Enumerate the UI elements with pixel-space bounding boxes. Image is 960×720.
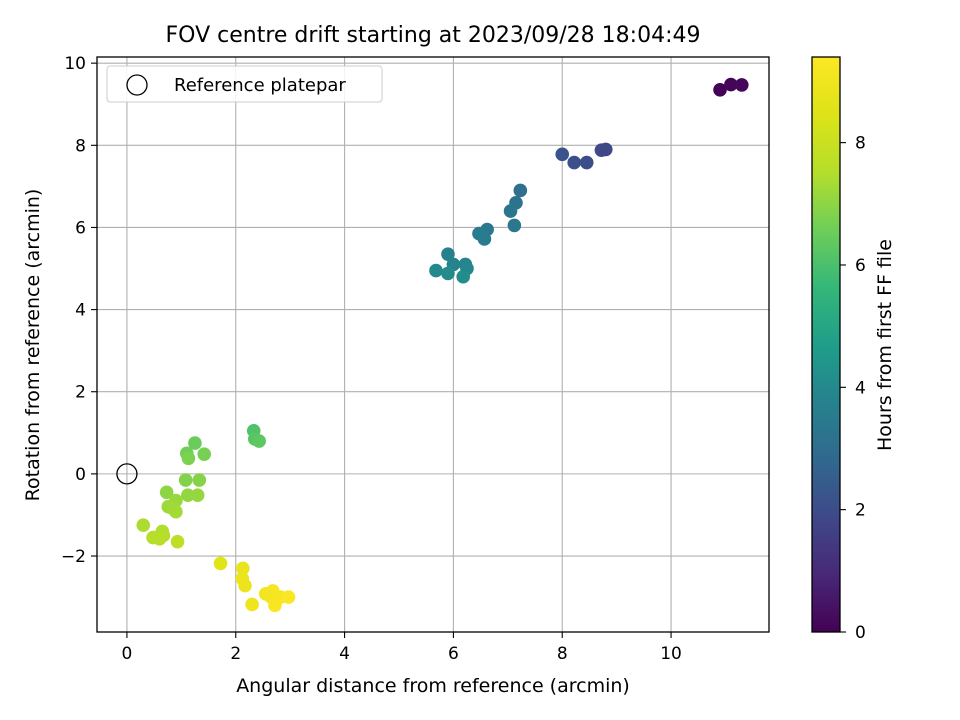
data-point — [567, 155, 582, 170]
colorbar-tick-label: 6 — [855, 256, 866, 276]
x-tick-label: 10 — [660, 644, 682, 664]
x-axis-label: Angular distance from reference (arcmin) — [236, 675, 630, 697]
data-point — [169, 504, 183, 519]
colorbar-gradient — [811, 56, 841, 633]
data-point — [713, 83, 727, 97]
y-tick-label: 2 — [75, 383, 86, 403]
data-point — [579, 155, 594, 170]
data-point — [170, 534, 185, 549]
y-tick-label: 6 — [75, 218, 86, 238]
data-point — [281, 590, 296, 604]
data-point — [245, 597, 259, 612]
data-point — [724, 77, 738, 92]
data-point — [178, 473, 193, 487]
y-axis-label: Rotation from reference (arcmin) — [22, 189, 44, 502]
colorbar-tick-label: 0 — [855, 623, 866, 643]
colorbar-tick-label: 8 — [855, 134, 866, 154]
x-tick-label: 2 — [230, 644, 241, 664]
data-point — [181, 488, 195, 503]
x-tick-label: 6 — [448, 644, 459, 664]
y-tick-label: −2 — [61, 547, 86, 567]
data-point — [159, 485, 174, 500]
legend-reference-marker — [126, 74, 148, 96]
plot-frame — [96, 56, 770, 633]
data-point — [507, 218, 522, 233]
data-point — [236, 561, 250, 576]
y-tick-label: 8 — [75, 136, 86, 156]
data-points — [116, 77, 749, 613]
data-point — [268, 598, 282, 613]
data-point — [188, 436, 202, 450]
y-tick-label: 4 — [75, 301, 86, 321]
data-point — [441, 266, 455, 281]
y-tick-label: 10 — [64, 54, 86, 74]
colorbar-ticks: 0 2 4 6 8 — [840, 134, 866, 643]
colorbar-tick-label: 4 — [855, 378, 866, 398]
data-point — [192, 473, 207, 487]
data-point — [190, 488, 205, 503]
colorbar-tick-label: 2 — [855, 501, 866, 521]
chart-title: FOV centre drift starting at 2023/09/28 … — [166, 23, 701, 48]
data-point — [197, 447, 211, 461]
colorbar-label: Hours from first FF file — [874, 239, 896, 451]
data-point — [503, 204, 518, 218]
data-point — [598, 142, 613, 157]
grid-lines — [97, 57, 769, 632]
data-point — [441, 247, 455, 261]
data-point — [238, 578, 252, 593]
legend-entry-label: Reference platepar — [174, 75, 346, 96]
data-point — [136, 518, 151, 533]
reference-platepar-marker — [116, 463, 138, 485]
legend-box — [106, 65, 383, 103]
colorbar: 0 2 4 6 8 Hours from first FF file — [811, 56, 896, 643]
data-point — [555, 147, 570, 162]
x-axis: 0 2 4 6 8 10 — [122, 632, 682, 664]
data-point — [429, 263, 443, 278]
data-point — [477, 232, 492, 246]
data-point — [252, 434, 266, 448]
data-point — [734, 78, 749, 92]
x-tick-label: 0 — [122, 644, 133, 664]
y-tick-label: 0 — [75, 465, 86, 485]
legend: Reference platepar — [106, 65, 383, 103]
data-point — [152, 531, 167, 546]
x-tick-label: 8 — [557, 644, 568, 664]
x-tick-label: 4 — [339, 644, 350, 664]
data-point — [456, 269, 470, 284]
data-point — [181, 451, 196, 466]
data-point — [213, 556, 228, 571]
data-point — [513, 183, 528, 198]
y-axis: −2 0 2 4 6 8 10 — [61, 54, 97, 567]
